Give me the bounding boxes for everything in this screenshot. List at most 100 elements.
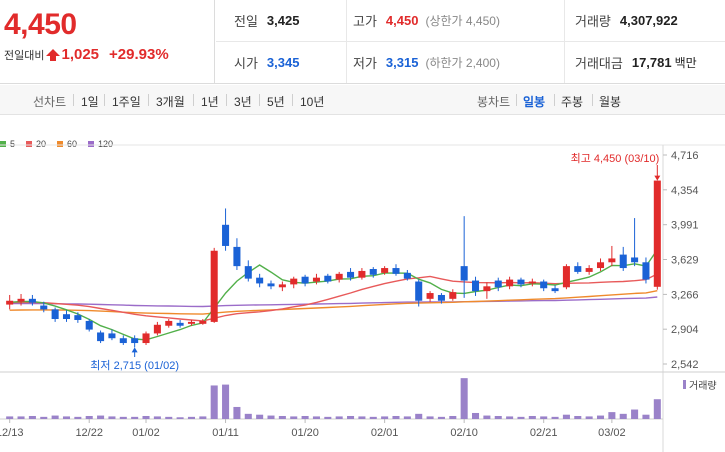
volume-bar [28,415,36,419]
stat-value: 17,781 [631,55,672,70]
candle-body [51,309,59,320]
candle-body [619,254,627,269]
divider [516,94,517,106]
x-tick-label: 02/01 [371,427,399,439]
divider [292,94,293,106]
divider [592,94,593,106]
volume-legend-swatch-icon [683,380,686,389]
change-percent: +29.93% [109,46,169,63]
ma-legend: 5 20 60 120 [0,138,124,150]
candle-body [62,314,71,320]
candle-body [596,262,605,269]
ma20-swatch-icon [26,141,33,147]
stat-value: 3,315 [385,55,419,70]
price-box: 4,450 전일대비 1,025 +29.93% [0,0,215,84]
candle-body [142,333,150,344]
stat-low: 저가 3,315 (하한가 2,400) [346,42,500,83]
y-tick-label: 3,629 [671,255,699,267]
volume-bar [608,412,616,419]
volume-bar [153,416,161,419]
ma5-swatch-icon [0,141,6,147]
volume-bar [415,413,423,419]
volume-bar [244,413,252,419]
candle-body [415,281,423,301]
stat-row: 전일 3,425 고가 4,450 (상한가 4,450) 거래량 4,307,… [216,0,725,42]
candle-body [210,250,218,322]
volume-bar [74,416,82,419]
stat-label: 거래량 [575,14,611,29]
candle-body [324,275,332,282]
candle-body [119,338,127,344]
candle-body [608,258,616,263]
divider [259,94,260,106]
volume-bar [347,415,355,419]
period-3m[interactable]: 3개월 [156,95,185,109]
volume-bar [472,412,480,419]
candle-body [187,321,195,324]
candle-body [358,270,366,278]
change-label: 전일대비 [4,49,45,62]
stat-grid: 전일 3,425 고가 4,450 (상한가 4,450) 거래량 4,307,… [216,0,725,84]
candle-body [449,292,457,299]
y-tick-label: 4,354 [671,185,699,197]
candle-body [562,266,570,288]
period-10y[interactable]: 10년 [300,95,325,109]
candle-body [528,281,536,284]
volume-label: 거래량 [689,380,717,392]
period-1w[interactable]: 1주일 [112,95,141,109]
candle-body [244,266,252,279]
candle-body [267,283,275,287]
candle-body [494,280,502,288]
candle-weekly[interactable]: 주봉 [561,95,584,109]
line-chart-label: 선차트 [33,95,67,109]
stat-row: 시가 3,345 저가 3,315 (하한가 2,400) 거래대금 17,78… [216,42,725,84]
candle-daily[interactable]: 일봉 [523,95,546,109]
x-tick-label: 01/20 [291,427,319,439]
quote-summary: 4,450 전일대비 1,025 +29.93% 전일 3,425 고가 4,4… [0,0,725,84]
up-arrow-icon [46,48,61,61]
stat-value: 3,425 [266,13,300,28]
period-1y[interactable]: 1년 [201,95,219,109]
volume-bar [278,415,286,419]
volume-bar [574,415,582,419]
stat-label: 전일 [234,14,258,29]
volume-bar [631,409,639,419]
candle-body [40,305,48,310]
divider [104,94,105,106]
stat-prev-close: 전일 3,425 [234,0,299,41]
low-arrowhead-icon [131,347,138,353]
volume-bar [142,415,150,419]
volume-bar [540,416,548,419]
volume-bar [176,417,184,419]
volume-bar [256,414,264,419]
candle-body [153,324,161,334]
candle-body [642,262,650,280]
legend-label: 60 [67,139,78,149]
candle-body [85,320,93,330]
x-tick-label: 02/21 [530,427,558,439]
candle-monthly[interactable]: 월봉 [599,95,622,109]
chart-toolbar: 선차트 1일 1주일 3개월 1년 3년 5년 10년 봉차트 일봉 주봉 월봉 [0,85,725,115]
x-tick-label: 01/11 [212,427,239,439]
volume-bar [562,414,570,419]
stat-high: 고가 4,450 (상한가 4,450) [346,0,500,41]
candle-body [199,320,207,324]
x-tick-label: 01/02 [132,427,160,439]
period-5y[interactable]: 5년 [267,95,285,109]
candle-body [472,280,480,292]
ma20-line [9,273,658,322]
candle-body [653,180,661,287]
legend-item-ma60: 60 [57,139,77,149]
volume-bar [596,415,605,419]
volume-bar [335,416,343,419]
stat-value: 4,307,922 [619,13,678,28]
y-tick-label: 4,716 [671,150,699,162]
upper-limit: (상한가 4,450) [425,14,500,28]
stat-label: 저가 [353,56,377,71]
volume-bar [369,416,377,419]
candle-body [335,273,343,280]
period-1d[interactable]: 1일 [81,95,99,109]
candle-body [165,320,173,326]
period-3y[interactable]: 3년 [234,95,252,109]
candle-body [256,277,264,284]
